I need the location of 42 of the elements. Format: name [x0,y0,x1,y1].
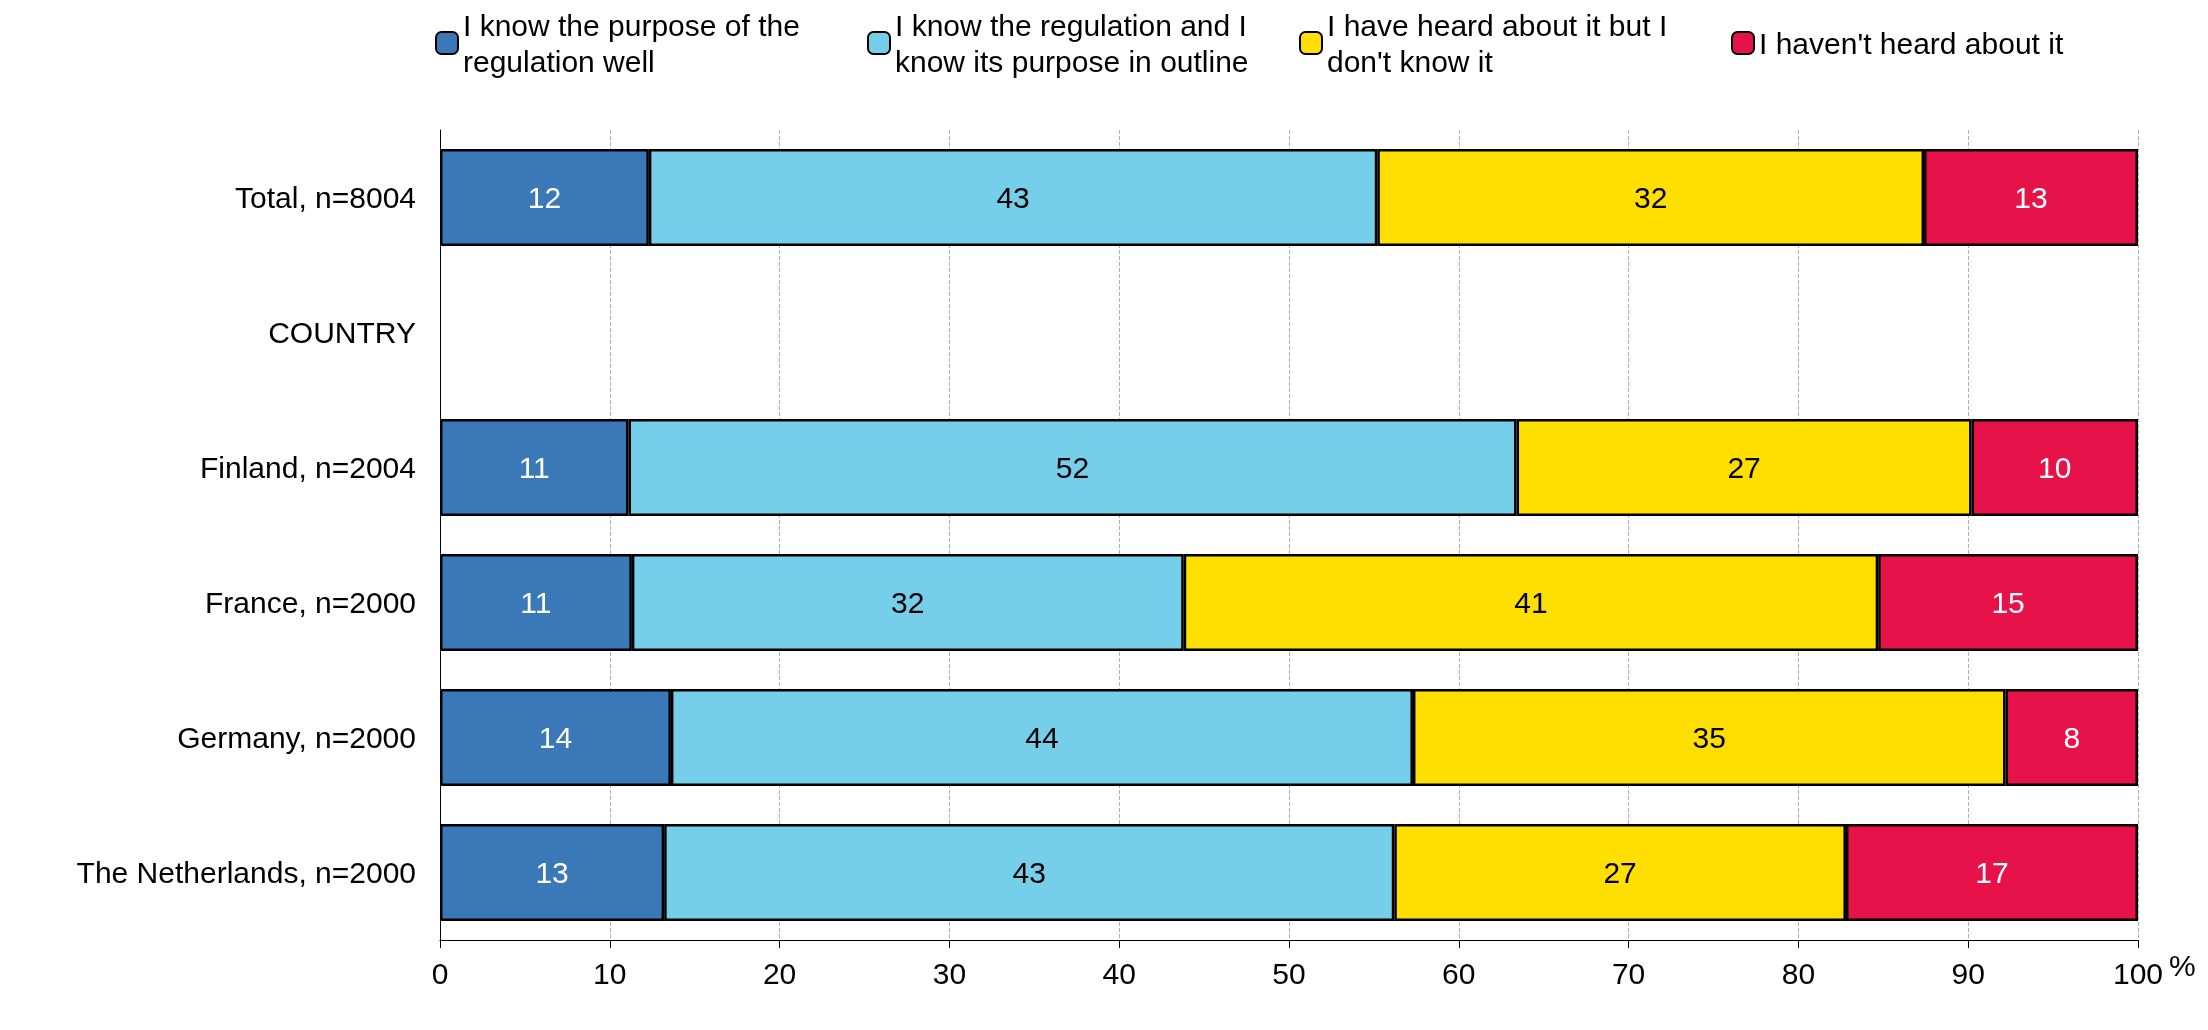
data-label: 13 [2014,181,2048,214]
data-label: 17 [1975,856,2009,889]
legend-label: I have heard about it but I don't know it [1327,8,1676,78]
data-label: 35 [1692,721,1726,754]
x-tick-label: 30 [932,956,967,990]
data-label: 14 [538,721,573,754]
y-tick-label: Total, n=8004 [235,181,416,214]
x-tick-label: 100 [2112,956,2164,990]
data-label: 44 [1025,721,1059,754]
legend-label: I know the regulation and I know its purpose in outline [895,8,1256,78]
x-tick-label: 10 [593,956,627,990]
data-label: 41 [1514,586,1548,619]
data-label: 32 [1633,181,1668,214]
x-tick-label: 60 [1442,956,1476,990]
y-tick-label: Germany, n=2000 [177,721,416,754]
data-label: 10 [2038,451,2072,484]
data-label: 13 [535,856,569,889]
x-tick-label: 20 [762,956,797,990]
x-tick-label: 80 [1781,956,1816,990]
data-label: 8 [2063,721,2081,754]
y-tick-label: The Netherlands, n=2000 [76,856,416,889]
data-label: 52 [1055,451,1090,484]
data-label: 27 [1603,856,1637,889]
data-label: 15 [1991,586,2025,619]
x-tick-label: 90 [1951,956,1985,990]
y-tick-label: COUNTRY [268,316,416,349]
data-label: 43 [1012,856,1046,889]
data-label: 43 [996,181,1030,214]
x-tick-label: 0 [431,956,449,990]
legend-label: I haven't heard about it [1759,26,2064,60]
x-axis-title: % [2168,948,2196,982]
data-label: 12 [527,181,562,214]
data-label: 11 [520,586,552,619]
data-label: 27 [1727,451,1761,484]
x-tick-label: 70 [1611,956,1646,990]
data-label: 11 [518,451,550,484]
x-tick-label: 50 [1272,956,1306,990]
data-label: 32 [891,586,925,619]
legend-label: I know the purpose of the regulation well [463,8,809,78]
y-tick-label: Finland, n=2004 [199,451,416,484]
y-tick-label: France, n=2000 [205,586,416,619]
x-tick-label: 40 [1102,956,1136,990]
